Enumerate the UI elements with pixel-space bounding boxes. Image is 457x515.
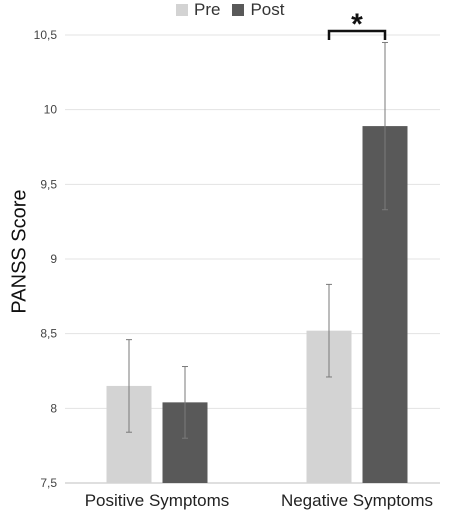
legend-swatch-post — [232, 4, 245, 16]
legend: Pre Post — [176, 0, 297, 20]
y-tick-label: 10,5 — [34, 28, 58, 42]
y-tick-label: 8,5 — [40, 327, 57, 341]
significance-bracket — [327, 29, 387, 40]
y-tick-label: 9,5 — [40, 177, 57, 191]
y-tick-label: 10 — [44, 103, 58, 117]
y-tick-label: 8 — [50, 401, 57, 415]
significance-star: * — [351, 8, 363, 41]
x-category-label: Negative Symptoms — [281, 491, 433, 510]
legend-item-pre: Pre — [176, 0, 220, 20]
x-category-label: Positive Symptoms — [85, 491, 230, 510]
y-tick-label: 9 — [50, 252, 57, 266]
legend-label-pre: Pre — [194, 0, 221, 19]
legend-item-post: Post — [232, 0, 285, 20]
y-tick-label: 7,5 — [40, 476, 57, 490]
legend-label-post: Post — [250, 0, 285, 19]
legend-swatch-pre — [176, 4, 188, 16]
